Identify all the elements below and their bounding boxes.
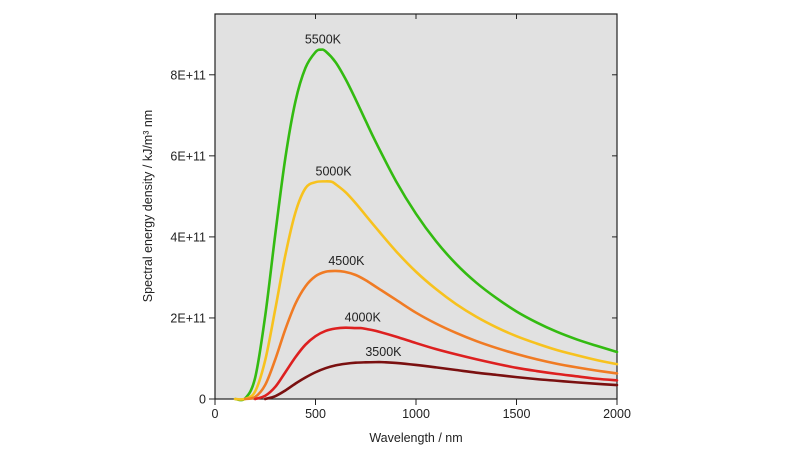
y-tick-label: 4E+11: [170, 230, 206, 244]
series-group: [233, 48, 619, 402]
series-label-3500k: 3500K: [365, 345, 402, 359]
series-line-4000k: [253, 326, 619, 401]
y-axis: 0 2E+11 4E+11 6E+11 8E+11: [170, 68, 617, 407]
annotation-group: 5500K 5000K 4500K 4000K 3500K: [305, 33, 402, 359]
y-tick-label: 6E+11: [170, 149, 206, 163]
series-label-4500k: 4500K: [328, 254, 365, 268]
x-tick-label: 500: [305, 407, 326, 421]
series-line-5500k: [233, 48, 619, 402]
x-tick-label: 0: [212, 407, 219, 421]
x-axis: 0 500 1000 1500 2000: [212, 14, 631, 421]
x-tick-label: 1000: [402, 407, 430, 421]
x-tick-label: 1500: [503, 407, 531, 421]
series-label-5500k: 5500K: [305, 33, 342, 47]
y-axis-title: Spectral energy density / kJ/m³ nm: [141, 110, 155, 302]
series-line-4500k: [243, 269, 619, 401]
series-label-5000k: 5000K: [316, 164, 353, 178]
y-tick-label: 2E+11: [170, 311, 206, 325]
series-label-4000k: 4000K: [345, 311, 382, 325]
x-tick-label: 2000: [603, 407, 631, 421]
series-line-3500k: [263, 360, 619, 401]
series-line-5000k: [233, 180, 619, 401]
plot-area: [214, 13, 618, 400]
y-tick-label: 0: [199, 393, 206, 407]
x-axis-title: Wavelength / nm: [369, 431, 462, 445]
y-tick-label: 8E+11: [170, 68, 206, 82]
